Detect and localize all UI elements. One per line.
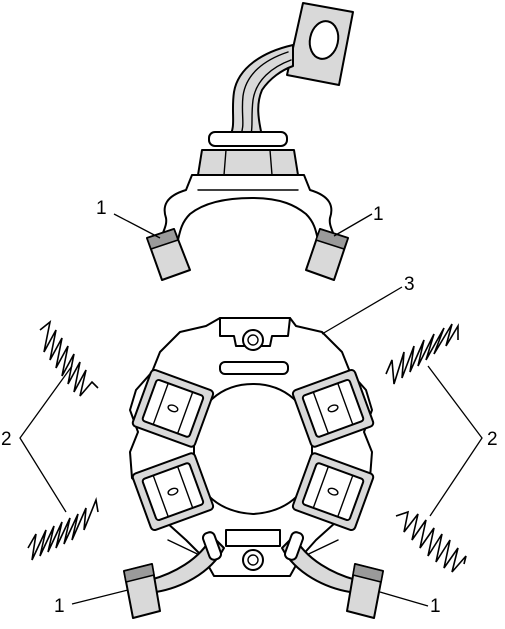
lower-leads (149, 531, 357, 593)
callout-brush-upper-right: 1 (373, 204, 384, 225)
brush-box-lower-left (131, 452, 215, 532)
brush-holder (129, 317, 373, 577)
brush-lead-assembly (146, 2, 354, 281)
callout-brush-lower-left: 1 (54, 596, 65, 617)
grommet (208, 131, 288, 147)
callout-brush-upper-left: 1 (96, 198, 107, 219)
leader-lines (19, 213, 483, 607)
fork-bracket (159, 174, 337, 255)
lead-wire (229, 44, 294, 137)
terminal-hole (308, 20, 340, 60)
brush-box-upper-right (291, 368, 375, 448)
hex-nut (197, 149, 299, 176)
brush-lower-left (123, 563, 161, 619)
brush-lower-right (346, 563, 384, 619)
brush-box-lower-right (291, 452, 375, 532)
center-opening (193, 383, 313, 515)
callout-holder: 3 (404, 274, 415, 295)
callout-spring-left: 2 (1, 429, 12, 450)
callout-spring-right: 2 (487, 429, 498, 450)
spring-upper-right (385, 323, 459, 385)
brush-box-upper-left (131, 368, 215, 448)
callout-brush-lower-right: 1 (430, 596, 441, 617)
spring-lower-right (395, 510, 467, 573)
spring-lower-left (27, 497, 99, 561)
spring-upper-left (39, 320, 99, 397)
